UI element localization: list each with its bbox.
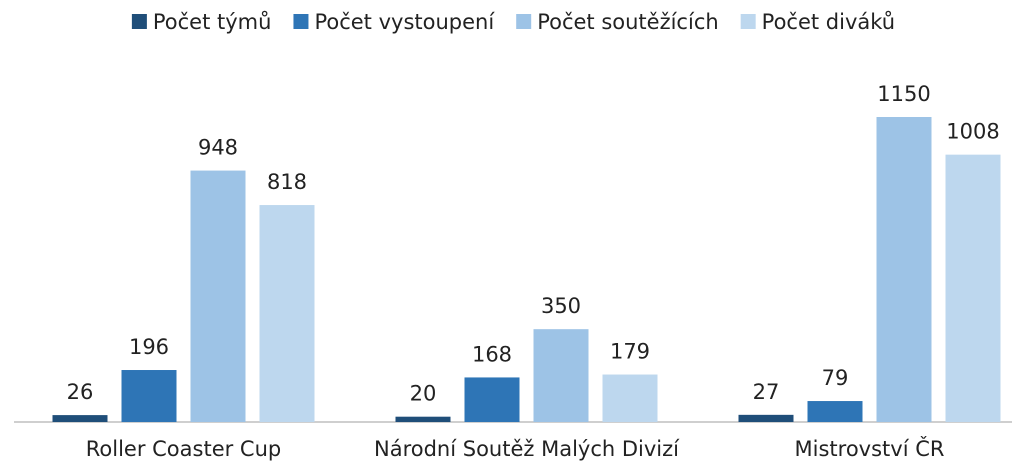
bar [190, 170, 246, 422]
legend-swatch [740, 14, 756, 29]
legend-swatch [131, 14, 147, 29]
legend-swatch [293, 14, 309, 29]
data-label: 350 [541, 294, 581, 318]
legend-swatch [516, 14, 532, 29]
bar [602, 374, 658, 422]
data-label: 1008 [946, 120, 999, 144]
x-tick-label: Roller Coaster Cup [86, 437, 281, 461]
data-label: 26 [67, 380, 94, 404]
data-label: 168 [472, 342, 512, 366]
bar [121, 370, 177, 422]
bar [807, 401, 863, 422]
bar [52, 415, 108, 422]
data-label: 179 [610, 340, 650, 364]
bar [464, 377, 520, 422]
legend-label: Počet vystoupení [314, 10, 495, 34]
legend-label: Počet soutěžících [537, 10, 718, 34]
x-tick-label: Národní Soutěž Malých Divizí [374, 437, 680, 461]
data-label: 79 [822, 366, 849, 390]
legend-label: Počet diváků [762, 10, 895, 34]
data-label: 948 [198, 136, 238, 160]
bar [876, 117, 932, 422]
data-label: 1150 [877, 82, 930, 106]
bar [738, 414, 794, 422]
bar [395, 416, 451, 422]
data-label: 196 [129, 335, 169, 359]
legend-label: Počet týmů [153, 10, 272, 34]
data-label: 20 [410, 382, 437, 406]
x-tick-label: Mistrovství ČR [795, 436, 945, 461]
data-label: 27 [753, 380, 780, 404]
bar [259, 205, 315, 422]
data-label: 818 [267, 170, 307, 194]
bar [945, 154, 1001, 422]
bar [533, 329, 589, 422]
